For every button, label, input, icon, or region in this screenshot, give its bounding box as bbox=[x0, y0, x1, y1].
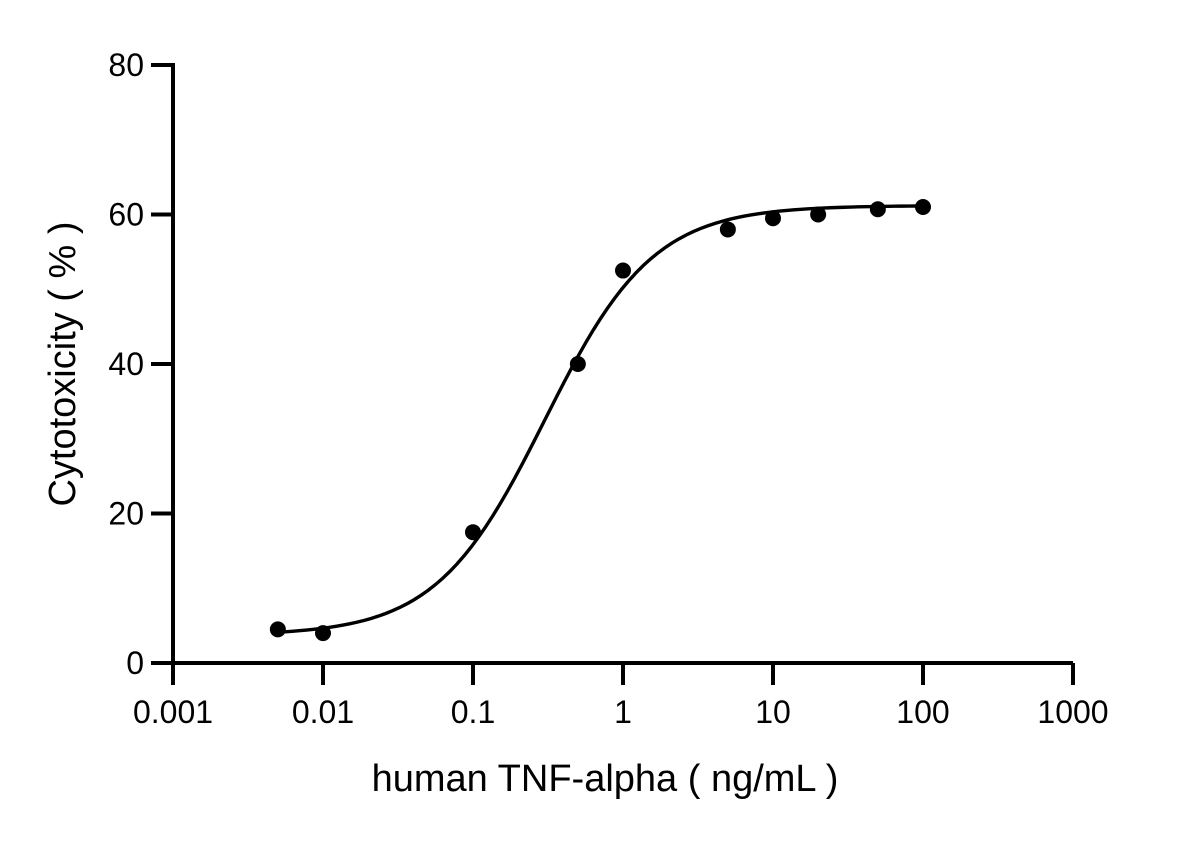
data-point bbox=[719, 221, 736, 238]
data-point bbox=[569, 356, 586, 372]
x-axis-title: human TNF-alpha ( ng/mL ) bbox=[372, 758, 839, 800]
y-tick-label: 60 bbox=[108, 197, 144, 233]
fit-curve-line bbox=[276, 204, 925, 634]
data-point bbox=[810, 206, 827, 223]
data-point bbox=[465, 524, 481, 541]
x-tick-label: 10 bbox=[755, 694, 791, 730]
y-tick-label: 80 bbox=[108, 47, 144, 83]
data-point bbox=[615, 262, 631, 279]
data-point bbox=[915, 199, 931, 216]
x-tick-label: 0.001 bbox=[133, 694, 213, 730]
fit-curve-group bbox=[276, 204, 925, 634]
data-point bbox=[315, 625, 331, 642]
x-axis-ticks: 0.001 0.01 0.1 1 10 100 1000 bbox=[133, 663, 1109, 730]
y-axis-title: Cytotoxicity ( % ) bbox=[42, 221, 84, 506]
y-tick-label: 0 bbox=[126, 645, 144, 681]
x-tick-label: 0.1 bbox=[451, 694, 495, 730]
x-tick-label: 1 bbox=[614, 694, 632, 730]
data-point bbox=[869, 201, 886, 218]
data-points-group bbox=[269, 199, 931, 642]
x-tick-label: 1000 bbox=[1037, 694, 1108, 730]
data-point bbox=[765, 210, 781, 227]
x-tick-label: 100 bbox=[896, 694, 949, 730]
x-tick-label: 0.01 bbox=[292, 694, 354, 730]
y-tick-label: 40 bbox=[108, 346, 144, 382]
y-axis-ticks: 0 20 40 60 80 bbox=[108, 47, 173, 681]
y-tick-label: 20 bbox=[108, 496, 144, 532]
data-point bbox=[269, 621, 286, 638]
